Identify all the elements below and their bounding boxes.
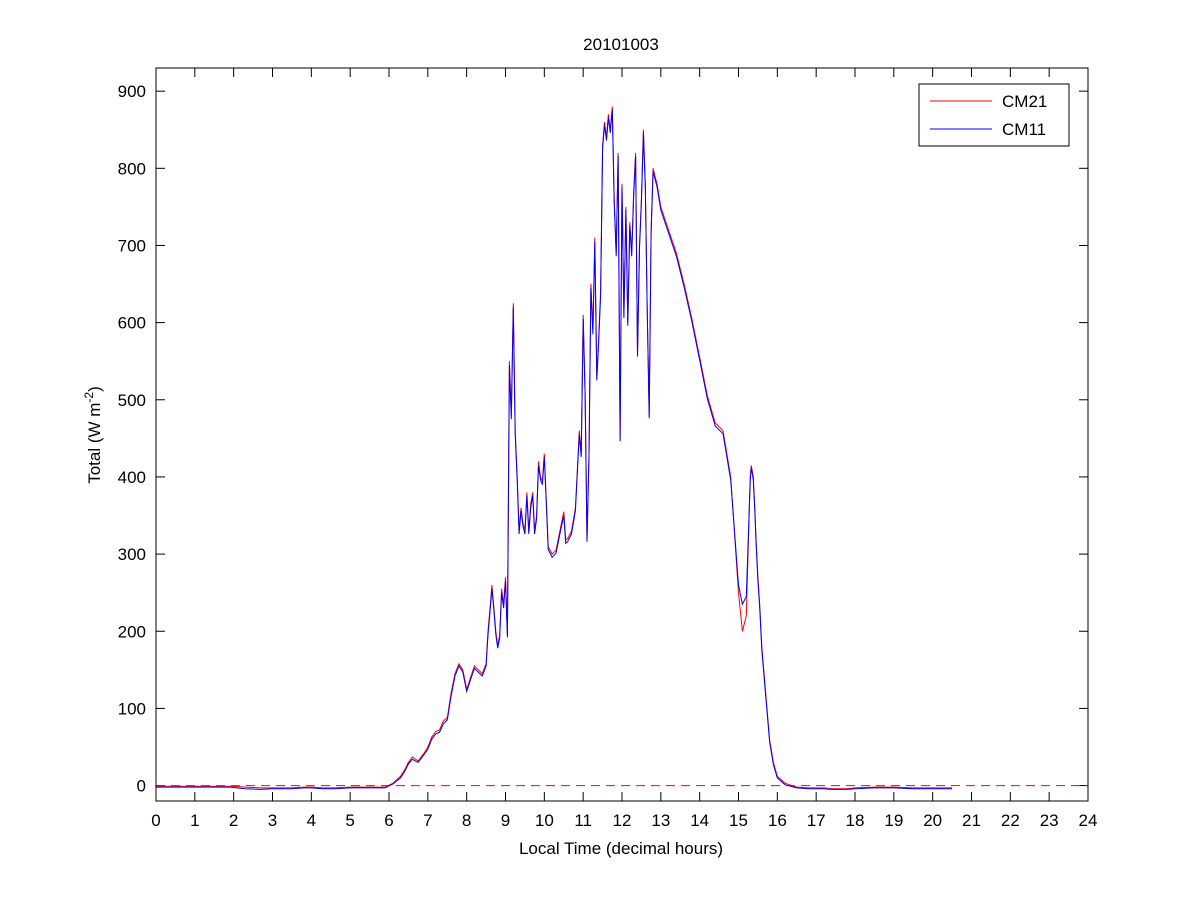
x-tick-label: 9 <box>501 811 510 830</box>
x-tick-label: 22 <box>1001 811 1020 830</box>
y-tick-label: 100 <box>118 699 146 718</box>
y-axis-label-main: Total (W m <box>85 403 104 484</box>
x-tick-label: 10 <box>535 811 554 830</box>
y-axis-label-close: ) <box>85 386 104 392</box>
x-tick-label: 1 <box>190 811 199 830</box>
y-tick-label: 300 <box>118 545 146 564</box>
x-tick-label: 12 <box>613 811 632 830</box>
plot-frame <box>155 67 1089 802</box>
x-tick-label: 0 <box>151 811 160 830</box>
x-tick-label: 14 <box>690 811 709 830</box>
y-tick-label: 800 <box>118 159 146 178</box>
x-tick-label: 20 <box>923 811 942 830</box>
x-tick-label: 19 <box>884 811 903 830</box>
x-tick-label: 23 <box>1040 811 1059 830</box>
x-tick-label: 8 <box>462 811 471 830</box>
x-tick-label: 5 <box>345 811 354 830</box>
y-axis-label-superscript: -2 <box>82 392 96 403</box>
x-tick-label: 2 <box>229 811 238 830</box>
x-tick-label: 15 <box>729 811 748 830</box>
y-tick-label: 400 <box>118 468 146 487</box>
x-tick-label: 17 <box>807 811 826 830</box>
x-tick-label: 24 <box>1079 811 1098 830</box>
y-tick-label: 200 <box>118 622 146 641</box>
x-axis-ticks: 0 1 2 3 4 5 6 7 8 9 10 11 12 13 14 15 16 17 18 19 20 21 22 23 24 <box>151 68 1097 830</box>
legend-box <box>918 83 1070 147</box>
x-tick-label: 21 <box>962 811 981 830</box>
x-tick-label: 18 <box>846 811 865 830</box>
legend-label-cm11: CM11 <box>1002 120 1046 139</box>
x-tick-label: 11 <box>574 811 592 830</box>
y-tick-label: 600 <box>118 314 146 333</box>
y-axis-label: Total (W m-2) <box>82 386 104 484</box>
x-tick-label: 4 <box>307 811 316 830</box>
y-axis-ticks: 0 100 200 300 400 500 600 700 800 900 <box>118 82 1088 796</box>
y-tick-label: 900 <box>118 82 146 101</box>
chart-title: 20101003 <box>583 35 659 54</box>
x-tick-label: 13 <box>651 811 670 830</box>
legend-label-cm21: CM21 <box>1002 92 1047 111</box>
plot-area <box>156 68 1088 801</box>
x-tick-label: 3 <box>268 811 277 830</box>
x-axis-label: Local Time (decimal hours) <box>519 839 723 858</box>
x-tick-label: 7 <box>423 811 432 830</box>
x-tick-label: 6 <box>384 811 393 830</box>
y-tick-label: 700 <box>118 236 146 255</box>
y-tick-label: 500 <box>118 391 146 410</box>
y-tick-label: 0 <box>137 777 146 796</box>
series-cm11-line <box>156 109 953 790</box>
x-tick-label: 16 <box>768 811 787 830</box>
legend: CM21 CM11 <box>918 83 1070 147</box>
